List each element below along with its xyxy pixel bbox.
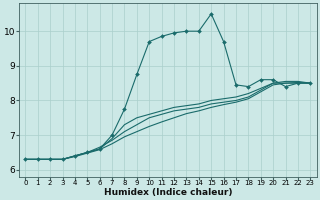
X-axis label: Humidex (Indice chaleur): Humidex (Indice chaleur) [104,188,232,197]
